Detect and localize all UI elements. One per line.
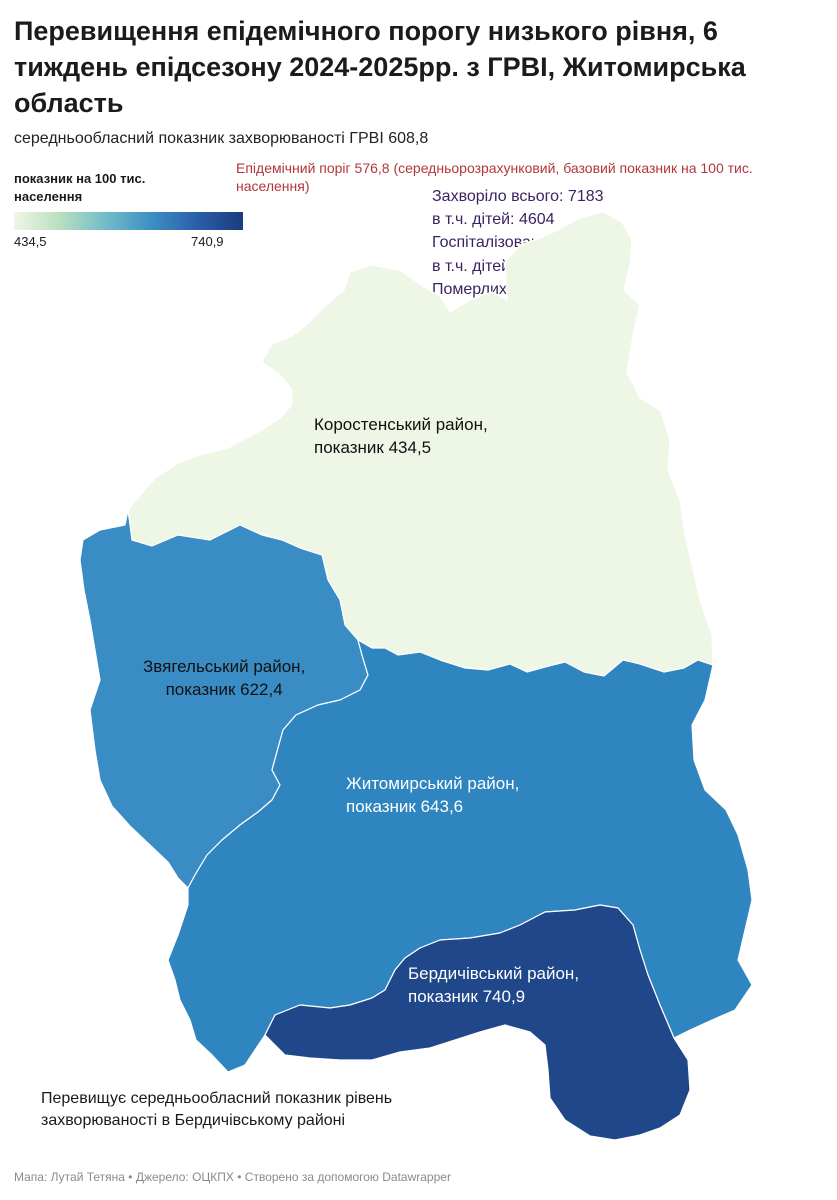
map-title: Перевищення епідемічного порогу низького… (14, 16, 746, 118)
threshold-note: Епідемічний поріг 576,8 (середньорозраху… (236, 160, 753, 195)
exceedance-note: Перевищує середньообласний показник ріве… (41, 1090, 393, 1130)
stat-deaths: Померлих: 0 (432, 280, 525, 298)
footer-credits: Мапа: Лутай Тетяна • Джерело: ОЦКПХ • Ст… (14, 1170, 451, 1184)
label-zviahel-name: Звягельський район, (143, 657, 306, 676)
label-zhytomyr-name: Житомирський район, (346, 774, 520, 793)
label-berdychiv: Бердичівський район, показник 740,9 (408, 963, 579, 1009)
label-zviahel: Звягельський район, показник 622,4 (143, 656, 305, 702)
map-subtitle: середньообласний показник захворюваності… (14, 130, 429, 147)
label-korosten-name: Коростенський район, (314, 415, 488, 434)
label-zhytomyr: Житомирський район, показник 643,6 (346, 773, 519, 819)
legend-title: показник на 100 тис. населення (14, 171, 146, 204)
legend-min: 434,5 (14, 234, 47, 249)
stat-total: Захворіло всього: 7183 (432, 188, 604, 205)
region-berdychiv[interactable] (264, 904, 691, 1141)
label-korosten-value: показник 434,5 (314, 437, 432, 457)
legend-max: 740,9 (191, 234, 224, 249)
stat-children: в т.ч. дітей: 4604 (432, 211, 555, 229)
label-zviahel-value: показник 622,4 (165, 679, 283, 699)
legend-color-scale (14, 212, 243, 230)
label-berdychiv-value: показник 740,9 (408, 986, 526, 1006)
label-zhytomyr-value: показник 643,6 (346, 796, 464, 816)
label-berdychiv-name: Бердичівський район, (408, 964, 580, 983)
label-korosten: Коростенський район, показник 434,5 (314, 414, 488, 460)
